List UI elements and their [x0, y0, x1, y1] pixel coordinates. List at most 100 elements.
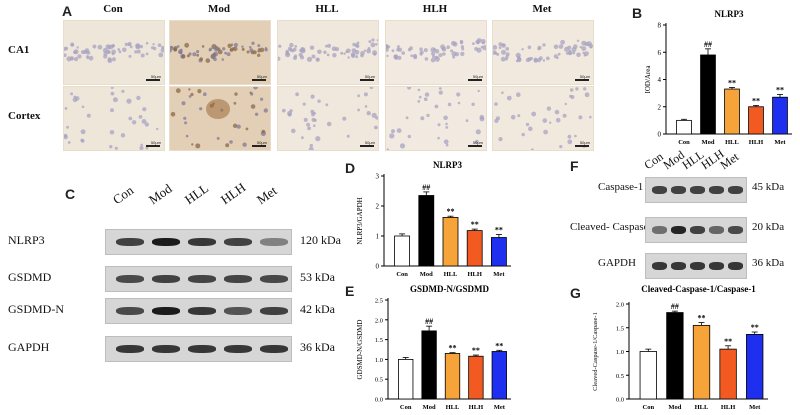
ihc-tile-ca1-hll: 50μm	[277, 20, 379, 85]
bar-mod	[421, 330, 437, 400]
ihc-tile-cortex-hll: 50μm	[277, 86, 379, 151]
y-tick-label: 0.0	[616, 397, 624, 404]
bar-hlh	[466, 230, 483, 267]
blot-kda-label: 20 kDa	[752, 221, 785, 233]
significance-mark: **	[472, 346, 480, 355]
scale-bar	[146, 145, 160, 147]
ihc-tile-ca1-con: 50μm	[63, 20, 165, 85]
x-tick-label-met: Met	[493, 271, 505, 278]
blot-kda-label: 53 kDa	[300, 270, 335, 284]
scale-bar	[146, 79, 160, 81]
x-tick-label-hll: HLL	[444, 271, 458, 278]
scale-bar-label: 50μm	[579, 74, 590, 79]
bar-mod	[418, 195, 435, 267]
ihc-tile-ca1-hlh: 50μm	[385, 20, 487, 85]
blot-band	[187, 307, 217, 315]
bar-chart-d: NLRP3 0 1 2 3 NLRP3/GAPDH Con ## Mod ** HLL ** HLH **…	[356, 160, 511, 278]
y-axis-label: GDSMD-N/GSDMD	[356, 320, 364, 380]
significance-mark: **	[728, 78, 736, 87]
bar-met	[746, 334, 764, 400]
significance-mark: ##	[671, 302, 679, 311]
bar-met	[490, 237, 507, 267]
bar-con	[676, 119, 692, 135]
x-tick-label-hlh: HLH	[749, 139, 763, 146]
blot-band	[652, 186, 667, 194]
scale-bar-label: 50μm	[472, 140, 483, 145]
blot-strip	[105, 298, 292, 324]
y-axis-label: NLRP3/GAPDH	[356, 197, 364, 244]
blot-strip	[105, 336, 292, 362]
blot-row-label: NLRP3	[8, 233, 45, 247]
y-tick-label: 0	[376, 263, 380, 271]
panel-letter-c: C	[65, 186, 76, 202]
y-axis-label: Cleaved-Caspase-1/Caspase-1	[592, 312, 599, 391]
blot-band	[151, 345, 181, 353]
bar-met	[772, 96, 788, 135]
ihc-header-mod: Mod	[208, 3, 230, 15]
blot-kda-label: 36 kDa	[300, 340, 335, 354]
ihc-header-hlh: HLH	[422, 3, 448, 15]
bar-chart-g: Cleaved-Caspase-1/Caspase-1 0.0 0.5 1.0 1.5 2…	[592, 284, 768, 411]
x-tick-label-mod: Mod	[702, 139, 715, 146]
bar-met	[491, 351, 507, 400]
blot-strip	[105, 266, 292, 292]
chart-title: NLRP3	[715, 9, 744, 19]
bar-con	[639, 351, 657, 400]
y-tick-label: 0.0	[375, 397, 383, 404]
y-tick-label: 0	[658, 131, 662, 139]
significance-mark: ##	[422, 183, 430, 192]
scale-bar-label: 50μm	[364, 74, 375, 79]
chart-title: Cleaved-Caspase-1/Caspase-1	[641, 284, 756, 294]
blot-band	[115, 345, 145, 353]
y-tick-label: 2	[376, 203, 380, 211]
y-tick-label: 3	[376, 173, 380, 181]
scale-bar-label: 50μm	[579, 140, 590, 145]
scale-bar-label: 50μm	[150, 140, 161, 145]
y-tick-label: 1.0	[375, 357, 383, 364]
blot-row-label: Caspase-1	[598, 181, 644, 193]
y-tick-label: 2.0	[375, 317, 383, 324]
blot-band	[187, 275, 217, 283]
x-tick-label-hll: HLL	[725, 139, 739, 146]
y-tick-label: 1	[376, 233, 380, 241]
y-tick-label: 4	[658, 76, 662, 84]
significance-mark: **	[495, 341, 503, 350]
significance-mark: **	[698, 314, 706, 323]
significance-mark: ##	[704, 40, 712, 49]
blot-strip	[645, 217, 747, 243]
lane-label-hlh: HLH	[217, 179, 249, 208]
bar-hll	[692, 324, 711, 400]
y-tick-label: 6	[658, 49, 662, 57]
blot-kda-label: 120 kDa	[300, 233, 341, 247]
significance-mark: **	[471, 220, 479, 229]
scale-bar-label: 50μm	[256, 74, 267, 79]
significance-mark: **	[752, 96, 760, 105]
y-tick-label: 0.5	[375, 377, 383, 384]
panel-letter-g: G	[570, 285, 581, 301]
significance-mark: **	[776, 85, 784, 94]
panel-letter-b: B	[632, 5, 643, 21]
x-tick-label-hlh: HLH	[467, 271, 481, 278]
scale-bar-label: 50μm	[256, 140, 267, 145]
lane-label-con: Con	[109, 182, 137, 208]
blot-strip	[645, 253, 747, 279]
blot-band	[671, 186, 686, 194]
blot-band	[709, 262, 724, 270]
significance-mark: **	[447, 207, 455, 216]
ihc-tile-cortex-hlh: 50μm	[385, 86, 487, 151]
lane-label-hll: HLL	[181, 180, 212, 208]
x-tick-label-con: Con	[400, 404, 412, 411]
scale-bar	[575, 145, 589, 147]
scale-bar-label: 50μm	[150, 74, 161, 79]
chart-title: NLRP3	[433, 160, 462, 170]
blot-row-label: GAPDH	[8, 340, 50, 354]
y-tick-label: 1.5	[616, 325, 624, 332]
chart-title: GSDMD-N/GSDMD	[410, 284, 489, 294]
blot-band	[728, 262, 743, 270]
y-tick-label: 1.0	[616, 349, 624, 356]
blot-band	[709, 226, 724, 234]
x-tick-label-met: Met	[749, 404, 761, 411]
significance-mark: **	[751, 323, 759, 332]
blot-band	[259, 307, 289, 315]
blot-strip	[105, 229, 292, 255]
